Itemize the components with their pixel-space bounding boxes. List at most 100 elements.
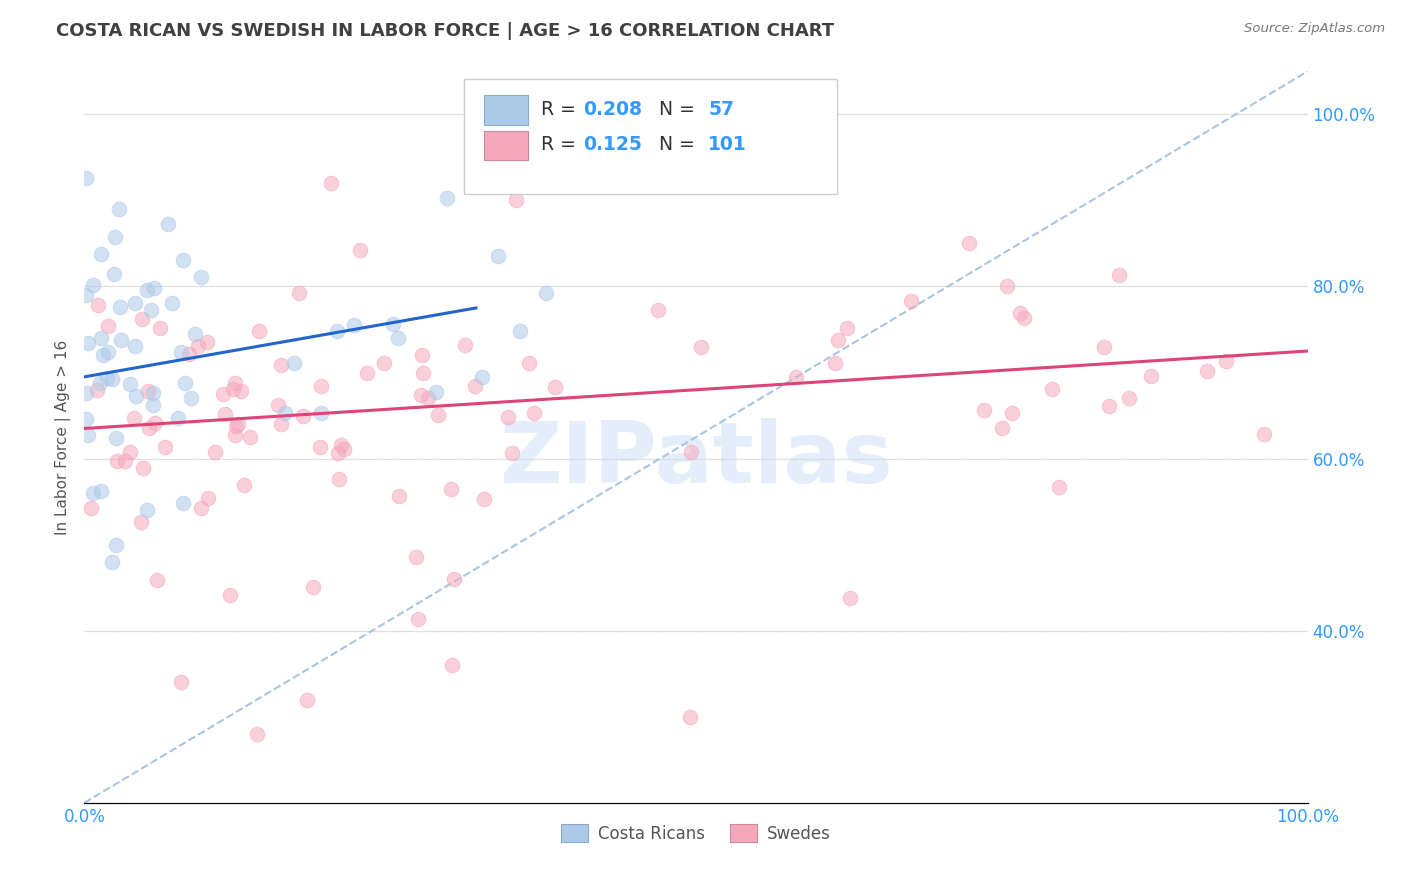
Point — [214, 407, 236, 421]
Point — [204, 445, 226, 459]
Point — [1118, 391, 1140, 405]
Point — [145, 573, 167, 587]
Point — [436, 191, 458, 205]
Point — [274, 406, 297, 420]
Point — [80, 500, 103, 515]
Point — [138, 420, 160, 434]
Point — [122, 410, 145, 425]
Point — [245, 727, 267, 741]
Point — [162, 296, 184, 310]
Point — [678, 710, 700, 724]
Point — [270, 358, 292, 372]
Point — [90, 483, 112, 498]
Point — [1139, 369, 1161, 384]
Text: 101: 101 — [709, 135, 747, 154]
Point — [142, 385, 165, 400]
Point — [412, 366, 434, 380]
Point — [1012, 311, 1035, 326]
Point — [184, 327, 207, 342]
Text: COSTA RICAN VS SWEDISH IN LABOR FORCE | AGE > 16 CORRELATION CHART: COSTA RICAN VS SWEDISH IN LABOR FORCE | … — [56, 22, 834, 40]
Text: Source: ZipAtlas.com: Source: ZipAtlas.com — [1244, 22, 1385, 36]
Point — [172, 252, 194, 267]
Text: R =: R = — [541, 100, 582, 119]
Point — [96, 371, 118, 385]
Point — [233, 478, 256, 492]
Point — [212, 386, 235, 401]
Point — [302, 580, 325, 594]
Point — [411, 388, 433, 402]
Point — [120, 376, 142, 391]
Point — [135, 503, 157, 517]
Point — [103, 229, 125, 244]
Point — [1040, 382, 1063, 396]
Point — [228, 417, 250, 431]
Point — [267, 398, 290, 412]
Point — [288, 285, 311, 300]
FancyBboxPatch shape — [484, 95, 529, 125]
Point — [1047, 480, 1070, 494]
Point — [170, 675, 193, 690]
Point — [224, 376, 246, 391]
Point — [1092, 340, 1115, 354]
Point — [333, 442, 356, 457]
Point — [89, 376, 111, 390]
Point — [496, 410, 519, 425]
Point — [155, 441, 177, 455]
Point — [190, 501, 212, 516]
Text: 0.208: 0.208 — [583, 100, 643, 119]
Point — [108, 202, 131, 216]
Point — [330, 438, 353, 452]
Text: R =: R = — [541, 135, 582, 154]
Point — [75, 385, 97, 400]
Point — [124, 295, 146, 310]
Point — [1108, 268, 1130, 283]
Text: N =: N = — [659, 135, 695, 154]
Point — [326, 324, 349, 338]
Point — [387, 331, 409, 345]
Point — [292, 409, 315, 424]
Point — [425, 385, 447, 400]
Point — [411, 348, 433, 362]
Legend: Costa Ricans, Swedes: Costa Ricans, Swedes — [555, 817, 837, 849]
Point — [135, 283, 157, 297]
Point — [309, 440, 332, 454]
Point — [104, 431, 127, 445]
Point — [179, 347, 201, 361]
Point — [86, 383, 108, 397]
Point — [101, 555, 124, 569]
Point — [90, 331, 112, 345]
Point — [120, 445, 142, 459]
Point — [405, 549, 427, 564]
Point — [143, 416, 166, 430]
Point — [295, 692, 318, 706]
Point — [97, 345, 120, 359]
Point — [454, 337, 477, 351]
Point — [509, 324, 531, 338]
Point — [464, 379, 486, 393]
Point — [157, 217, 180, 231]
Point — [356, 366, 378, 380]
Point — [197, 491, 219, 505]
Point — [229, 384, 252, 398]
Point — [328, 472, 350, 486]
Point — [1253, 427, 1275, 442]
Point — [75, 412, 97, 426]
Point — [523, 406, 546, 420]
Point — [170, 345, 193, 359]
Point — [1098, 399, 1121, 413]
Point — [166, 410, 188, 425]
Point — [471, 370, 494, 384]
Point — [173, 376, 195, 391]
Point — [995, 278, 1018, 293]
Point — [132, 461, 155, 475]
Y-axis label: In Labor Force | Age > 16: In Labor Force | Age > 16 — [55, 340, 72, 534]
Point — [827, 333, 849, 347]
Point — [142, 398, 165, 412]
Point — [505, 194, 527, 208]
Point — [190, 269, 212, 284]
Text: 0.125: 0.125 — [583, 135, 643, 154]
Point — [486, 249, 509, 263]
Point — [309, 406, 332, 420]
Text: ZIPatlas: ZIPatlas — [499, 417, 893, 500]
Point — [131, 311, 153, 326]
